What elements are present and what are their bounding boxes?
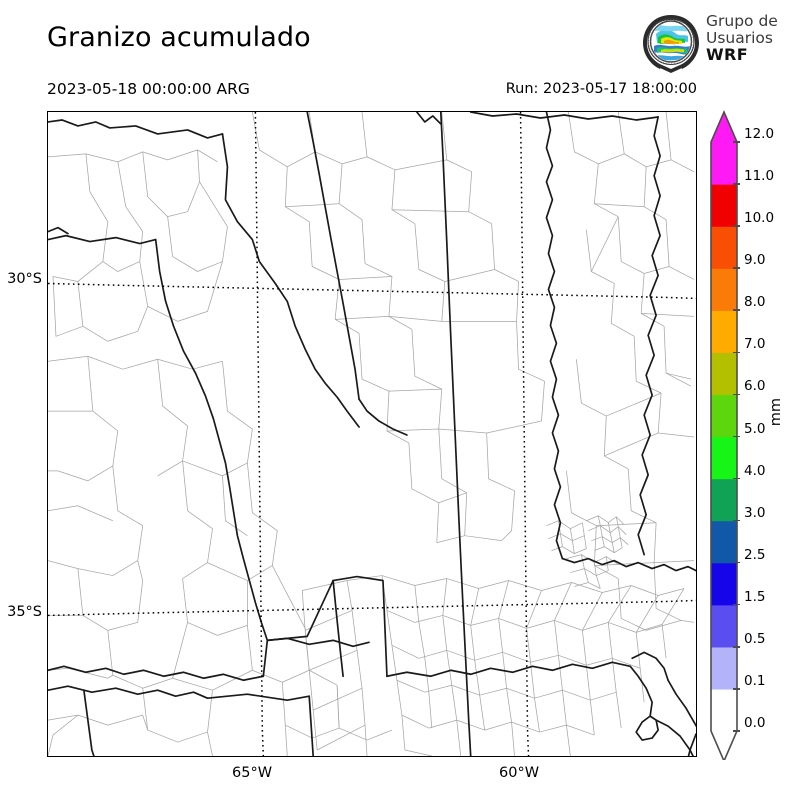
colorbar-band <box>711 478 737 522</box>
colorbar-band <box>711 184 737 227</box>
colorbar-unit-label: mm <box>768 398 784 427</box>
wrf-user-group-seal-icon <box>643 15 699 73</box>
colorbar-tick-mark <box>733 519 740 522</box>
colorbar-band <box>711 268 737 311</box>
logo-block: Grupo de Usuarios WRF <box>640 12 798 76</box>
colorbar-band <box>711 646 737 690</box>
colorbar-band <box>711 352 737 396</box>
province-borders <box>48 112 696 756</box>
colorbar-band <box>711 688 737 732</box>
colorbar-band <box>711 310 737 353</box>
page-title: Granizo acumulado <box>47 22 311 53</box>
lon-tick-65w: 65°W <box>232 765 273 781</box>
logo-line-2: Usuarios <box>706 28 773 47</box>
colorbar-tick-mark <box>733 393 740 396</box>
colorbar-band <box>711 604 737 648</box>
colorbar-tick-mark <box>733 561 740 564</box>
colorbar[interactable] <box>708 108 740 760</box>
colorbar-tick-mark <box>733 183 740 185</box>
colorbar-tick-mark <box>733 646 740 648</box>
colorbar-over-arrow <box>711 112 737 142</box>
colorbar-band <box>711 562 737 606</box>
colorbar-tick-mark <box>733 477 740 480</box>
colorbar-band <box>711 520 737 564</box>
colorbar-tick-mark <box>733 225 740 227</box>
valid-time-label: 2023-05-18 00:00:00 ARG <box>47 80 250 98</box>
department-boundaries <box>48 112 695 756</box>
lon-tick-60w: 60°W <box>499 765 540 781</box>
colorbar-tick-mark <box>733 141 740 143</box>
colorbar-tick-mark <box>733 267 740 269</box>
run-time-label: Run: 2023-05-17 18:00:00 <box>505 81 697 97</box>
logo-line-3: WRF <box>706 45 749 65</box>
logo-line-1: Grupo de <box>706 12 778 30</box>
colorbar-band <box>711 394 737 438</box>
colorbar-band <box>711 142 737 185</box>
colorbar-tick-mark <box>733 603 740 606</box>
colorbar-band <box>711 226 737 269</box>
colorbar-under-arrow <box>711 731 737 760</box>
colorbar-tick-labels: 0.0 0.1 0.5 1.5 2.5 3.0 4.0 5.0 6.0 7.0 8.0 9.0 10.0… <box>733 108 786 760</box>
lat-tick-30s: 30°S <box>7 271 42 287</box>
colorbar-tick-mark <box>733 351 740 354</box>
colorbar-band <box>711 436 737 480</box>
map-plot-area[interactable] <box>47 111 697 757</box>
colorbar-tick-mark <box>733 309 740 311</box>
lat-tick-35s: 35°S <box>7 604 42 620</box>
colorbar-tick-mark <box>733 688 740 690</box>
colorbar-tick-mark <box>733 730 740 732</box>
graticule-lines <box>48 112 696 756</box>
colorbar-tick-mark <box>733 435 740 438</box>
